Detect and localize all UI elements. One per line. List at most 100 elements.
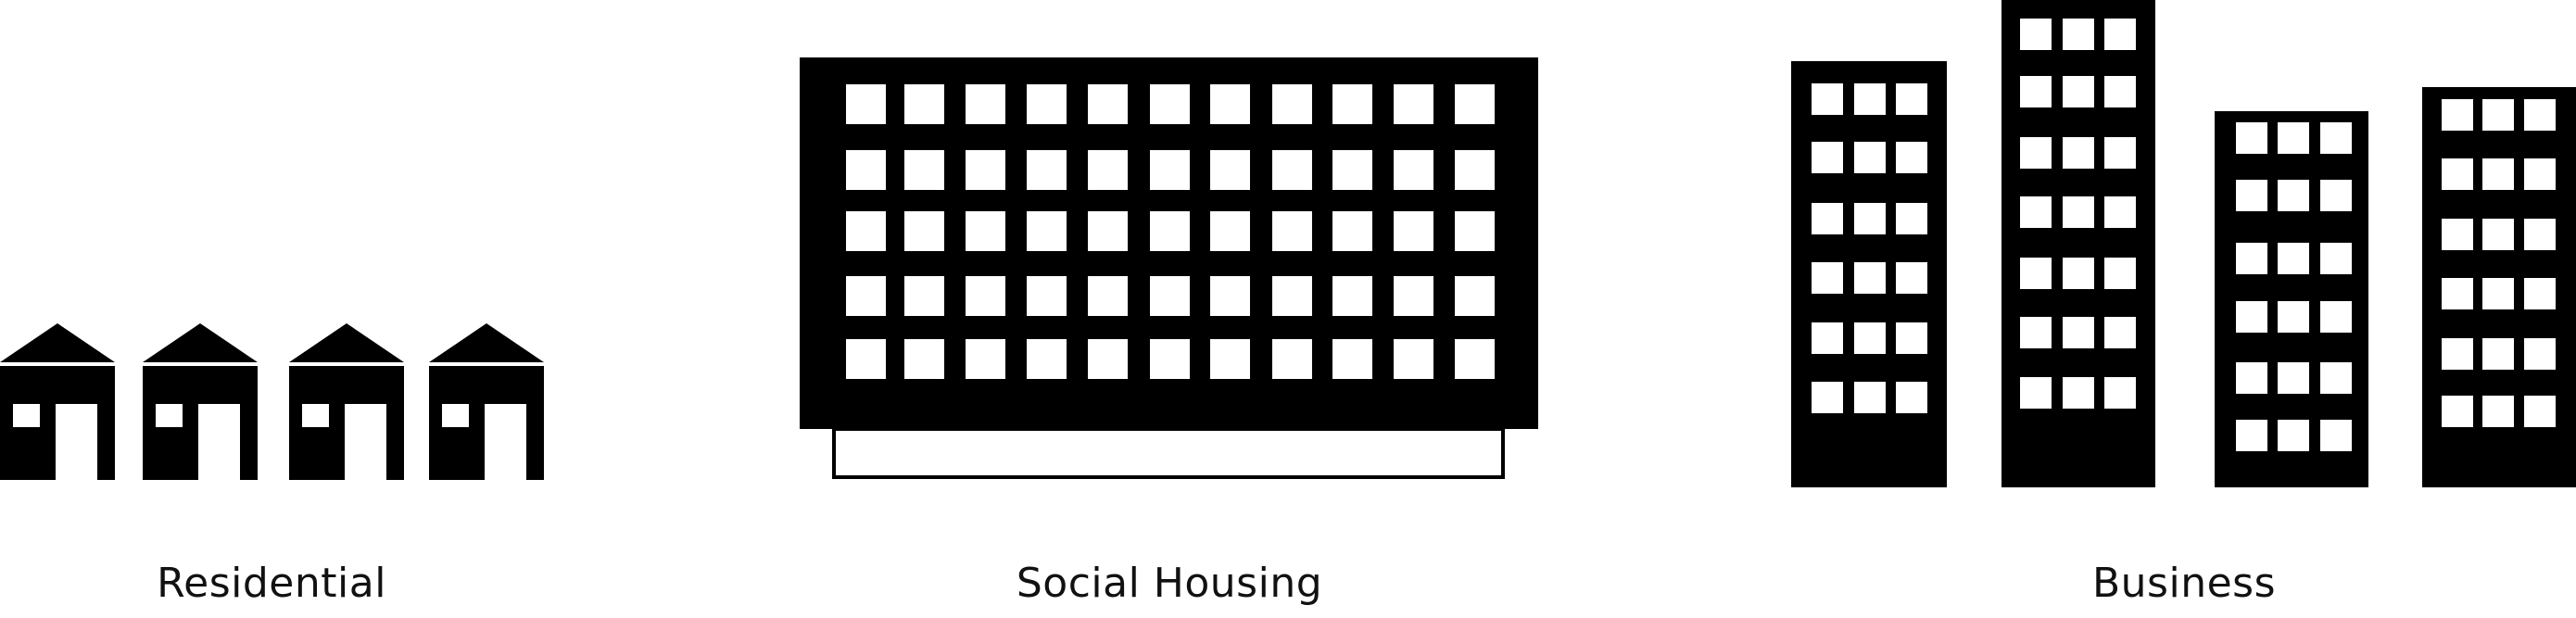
house-door [198, 404, 240, 480]
office-window [2482, 99, 2514, 131]
apartment-window [846, 276, 886, 316]
office-window [2278, 301, 2309, 333]
social-housing-label: Social Housing [1017, 560, 1322, 607]
apartment-window [846, 84, 886, 124]
office-tower-body [2001, 0, 2155, 487]
office-window [2278, 243, 2309, 274]
apartment-window [1455, 150, 1495, 190]
apartment-window [904, 276, 944, 316]
office-window [1896, 382, 1927, 413]
house-icon [289, 323, 404, 480]
apartment-window [1455, 339, 1495, 379]
office-window [2020, 377, 2052, 409]
office-window [2104, 76, 2136, 107]
office-window [2104, 137, 2136, 169]
apartment-window [1088, 84, 1128, 124]
office-window [1896, 83, 1927, 115]
apartment-window [1210, 276, 1250, 316]
apartment-window [966, 211, 1005, 251]
apartment-window [1088, 276, 1128, 316]
apartment-window [1272, 211, 1312, 251]
apartment-window [1332, 276, 1372, 316]
office-window [2104, 317, 2136, 348]
office-window [1812, 322, 1843, 354]
apartment-window [1027, 211, 1067, 251]
office-window [2524, 99, 2556, 131]
office-window [2063, 377, 2094, 409]
house-icon [143, 323, 258, 480]
apartment-block-icon [800, 57, 1538, 477]
office-window [2524, 219, 2556, 250]
apartment-window [1394, 339, 1433, 379]
apartment-window [966, 150, 1005, 190]
house-window [302, 404, 329, 427]
office-window [2482, 396, 2514, 427]
office-window [2063, 196, 2094, 228]
apartment-window [1027, 150, 1067, 190]
office-window [2020, 258, 2052, 289]
apartment-window [1332, 339, 1372, 379]
apartment-window [1210, 339, 1250, 379]
apartment-window [1332, 84, 1372, 124]
apartment-window [1027, 84, 1067, 124]
office-window [2524, 158, 2556, 190]
office-window [2278, 122, 2309, 154]
office-window [2063, 258, 2094, 289]
office-window [2524, 278, 2556, 309]
house-door [485, 404, 526, 480]
apartment-window [1088, 211, 1128, 251]
office-window [2442, 338, 2473, 370]
office-tower-icon [2422, 87, 2576, 487]
apartment-window [1150, 339, 1190, 379]
office-window [1812, 262, 1843, 294]
office-window [2320, 362, 2352, 394]
office-window [2020, 317, 2052, 348]
office-window [2063, 137, 2094, 169]
office-window [1854, 142, 1886, 173]
apartment-window [1455, 276, 1495, 316]
office-window [1854, 203, 1886, 234]
office-window [2278, 420, 2309, 451]
apartment-window [1272, 150, 1312, 190]
office-window [2236, 180, 2267, 211]
house-window [442, 404, 469, 427]
house-roof [289, 323, 404, 362]
office-window [2104, 377, 2136, 409]
apartment-window [966, 276, 1005, 316]
apartment-window [1027, 339, 1067, 379]
office-window [2442, 99, 2473, 131]
office-window [2236, 301, 2267, 333]
apartment-window [846, 339, 886, 379]
house-window [156, 404, 183, 427]
apartment-window [1394, 84, 1433, 124]
office-window [2236, 420, 2267, 451]
house-roof [429, 323, 544, 362]
house-roof [143, 323, 258, 362]
office-window [2063, 76, 2094, 107]
house-icon [0, 323, 115, 480]
apartment-window [966, 84, 1005, 124]
apartment-window [1272, 276, 1312, 316]
apartment-window [904, 84, 944, 124]
office-window [2482, 219, 2514, 250]
office-window [2482, 278, 2514, 309]
apartment-window [904, 150, 944, 190]
apartment-window [1150, 276, 1190, 316]
house-window [13, 404, 40, 427]
office-window [2320, 122, 2352, 154]
apartment-window [1210, 211, 1250, 251]
business-label: Business [2092, 560, 2276, 607]
office-window [1812, 203, 1843, 234]
office-window [2442, 396, 2473, 427]
apartment-window [846, 211, 886, 251]
office-window [1812, 142, 1843, 173]
office-window [1896, 203, 1927, 234]
apartment-window [1394, 276, 1433, 316]
office-window [1854, 262, 1886, 294]
house-icon [429, 323, 544, 480]
office-tower-icon [2215, 111, 2368, 487]
apartment-window [966, 339, 1005, 379]
office-window [2020, 76, 2052, 107]
office-window [1854, 322, 1886, 354]
